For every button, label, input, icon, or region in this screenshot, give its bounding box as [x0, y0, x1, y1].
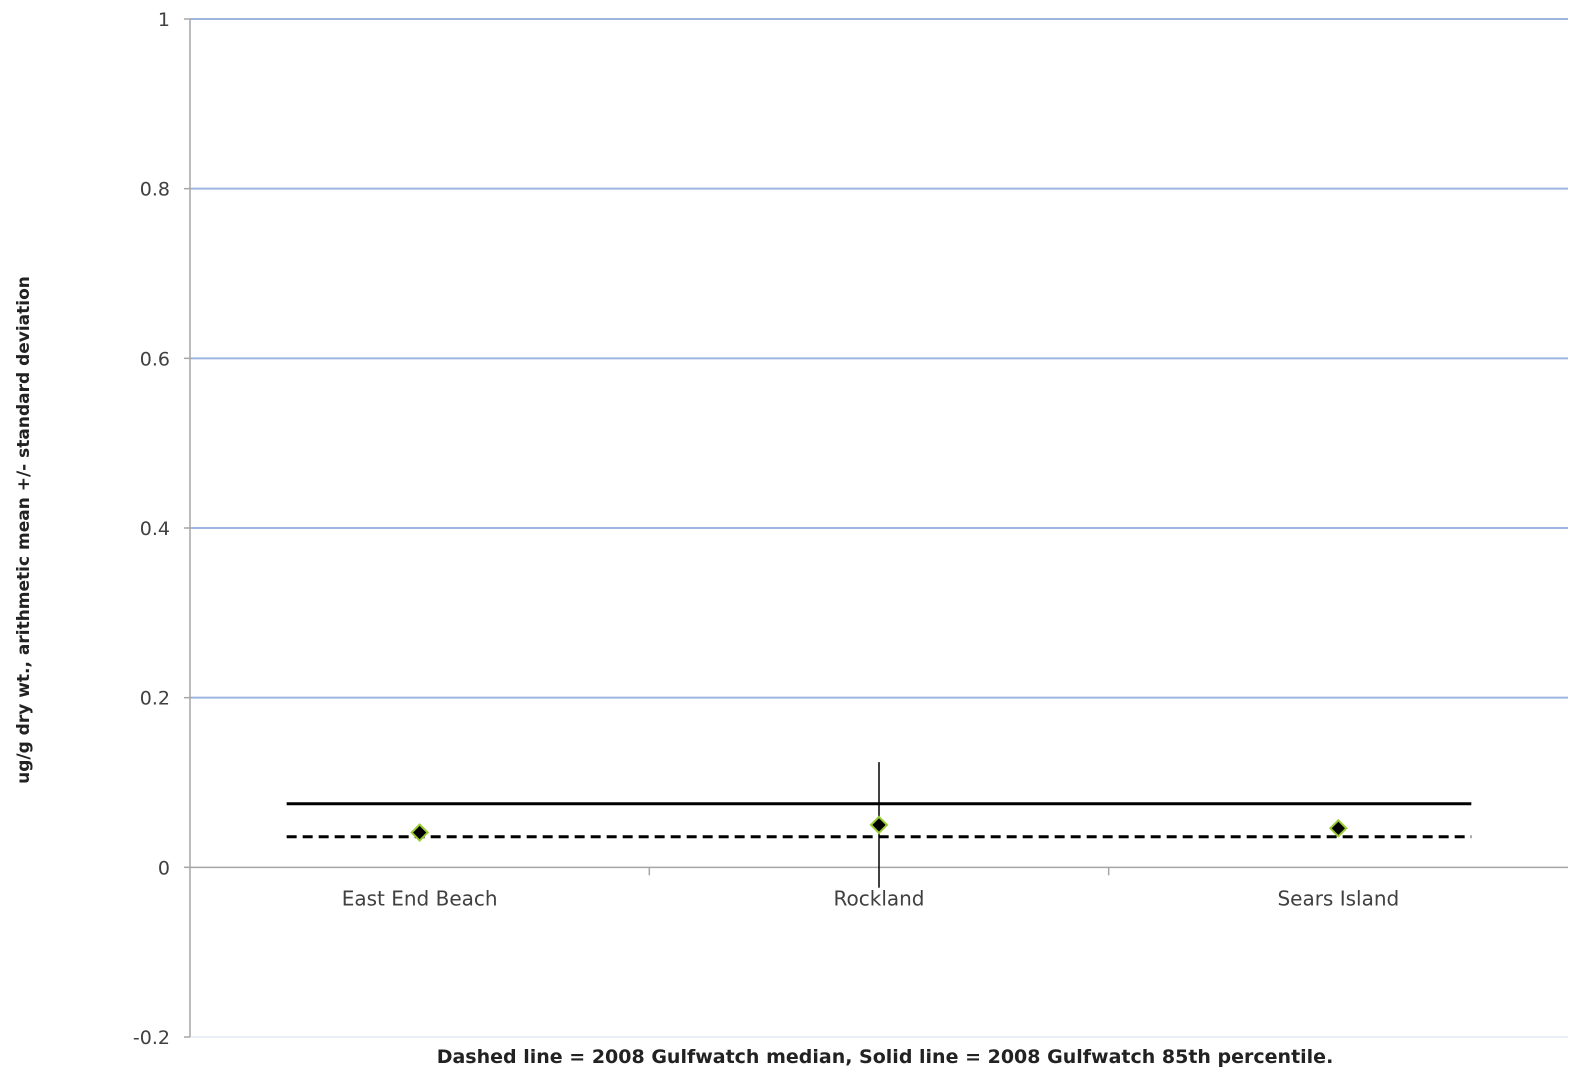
x-axis-categories: East End Beach Rockland Sears Island [342, 886, 1399, 910]
y-tick-label: 1 [158, 9, 170, 31]
x-category-label: Rockland [834, 886, 925, 910]
gridlines [190, 18, 1568, 1038]
y-axis-ticks: -0.2 0 0.2 0.4 0.6 0.8 1 [133, 9, 190, 1049]
y-tick-label: 0.2 [140, 688, 170, 710]
x-category-label: East End Beach [342, 886, 498, 910]
data-point-diamond [410, 823, 430, 842]
y-tick-label: -0.2 [133, 1027, 170, 1049]
y-tick-label: 0.6 [140, 348, 170, 370]
data-point-diamond [1328, 818, 1348, 838]
y-axis-title: ug/g dry wt., arithmetic mean +/- standa… [14, 276, 34, 784]
y-tick-label: 0 [158, 857, 170, 879]
data-point-diamond [869, 815, 889, 835]
data-points [410, 815, 1348, 842]
x-category-label: Sears Island [1277, 886, 1399, 910]
y-tick-label: 0.4 [140, 518, 170, 540]
y-tick-label: 0.8 [140, 179, 170, 201]
chart-footnote: Dashed line = 2008 Gulfwatch median, Sol… [437, 1046, 1334, 1068]
